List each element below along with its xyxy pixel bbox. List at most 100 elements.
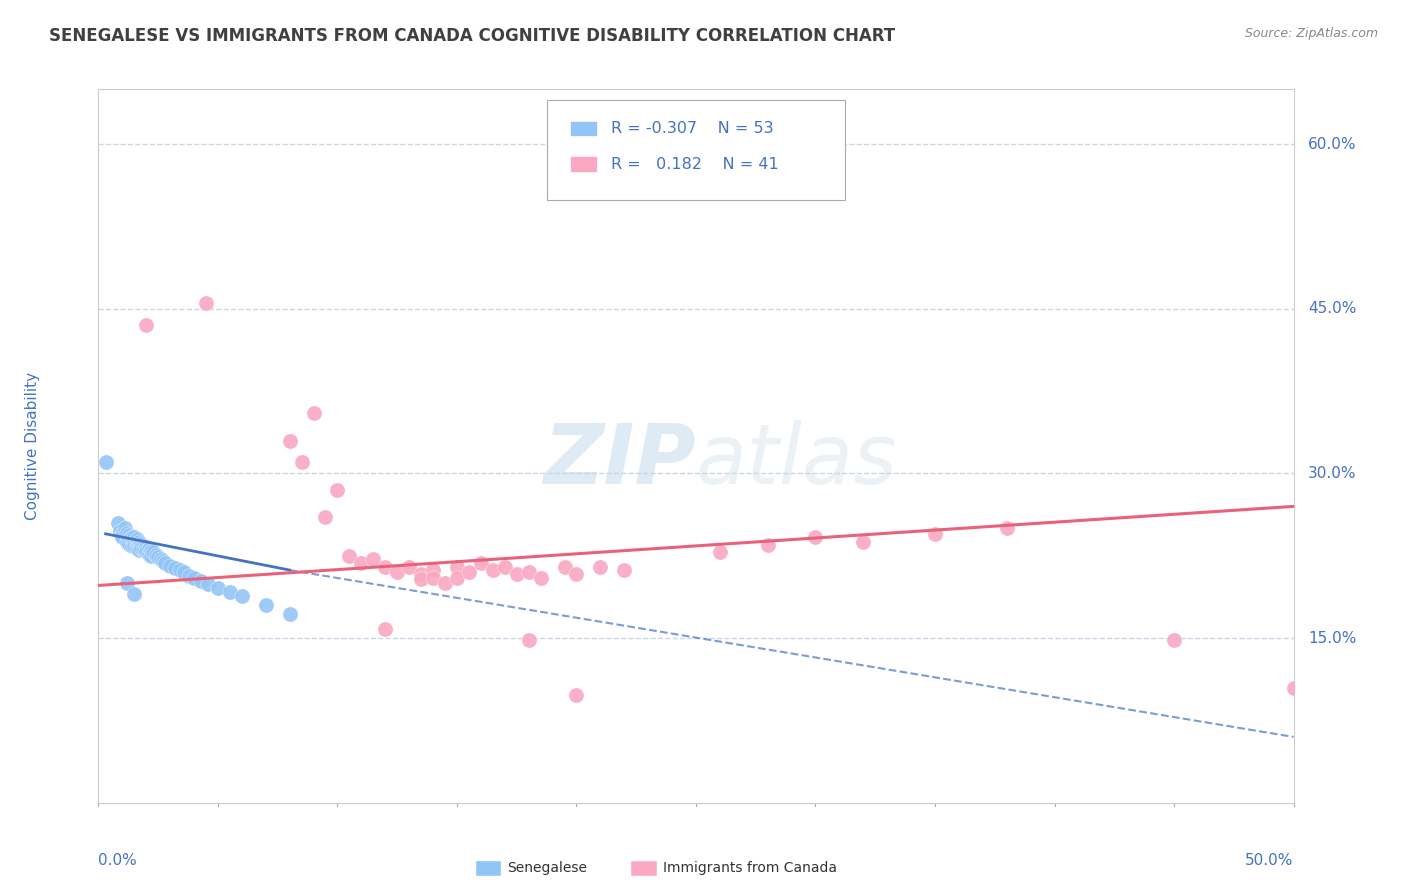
Point xyxy=(278,434,301,448)
Point xyxy=(128,543,150,558)
Text: SENEGALESE VS IMMIGRANTS FROM CANADA COGNITIVE DISABILITY CORRELATION CHART: SENEGALESE VS IMMIGRANTS FROM CANADA COG… xyxy=(49,27,896,45)
Point xyxy=(363,552,385,566)
Point xyxy=(169,563,191,577)
Point xyxy=(433,576,456,591)
Text: R = -0.307    N = 53: R = -0.307 N = 53 xyxy=(612,121,773,136)
Point xyxy=(125,533,148,547)
Point xyxy=(613,563,636,577)
Point xyxy=(135,544,157,558)
FancyBboxPatch shape xyxy=(571,120,596,136)
Point xyxy=(506,567,529,582)
Point xyxy=(290,455,312,469)
Point xyxy=(145,548,167,562)
Point xyxy=(139,544,162,558)
Point xyxy=(124,587,146,601)
Point xyxy=(481,563,505,577)
Point xyxy=(118,528,141,542)
Point xyxy=(1282,681,1305,695)
Point xyxy=(124,539,146,553)
Point xyxy=(411,567,433,582)
Point xyxy=(219,585,242,599)
Text: Cognitive Disability: Cognitive Disability xyxy=(25,372,41,520)
Point xyxy=(302,406,325,420)
Point xyxy=(108,524,131,538)
Point xyxy=(152,554,174,568)
Point xyxy=(194,296,217,310)
Point xyxy=(142,545,165,559)
Point xyxy=(446,559,468,574)
Point xyxy=(1163,633,1185,648)
Point xyxy=(111,526,134,541)
Point xyxy=(422,563,444,577)
Text: 0.0%: 0.0% xyxy=(98,853,138,868)
Text: Source: ZipAtlas.com: Source: ZipAtlas.com xyxy=(1244,27,1378,40)
Point xyxy=(446,571,468,585)
Point xyxy=(121,539,143,553)
Point xyxy=(326,483,349,497)
Point xyxy=(121,530,143,544)
Point xyxy=(121,534,143,549)
Point xyxy=(278,607,301,621)
Point xyxy=(131,541,153,555)
Point xyxy=(315,510,337,524)
Point xyxy=(135,540,157,554)
Point xyxy=(135,318,157,333)
Point xyxy=(470,557,492,571)
Point xyxy=(148,549,170,564)
Point xyxy=(374,559,396,574)
Point xyxy=(118,537,141,551)
Text: atlas: atlas xyxy=(696,420,897,500)
Point xyxy=(756,538,779,552)
FancyBboxPatch shape xyxy=(571,156,596,172)
Point xyxy=(155,557,177,571)
Point xyxy=(114,521,136,535)
Point xyxy=(163,561,186,575)
Point xyxy=(111,530,134,544)
Point xyxy=(385,566,409,580)
Point xyxy=(138,547,160,561)
Text: 50.0%: 50.0% xyxy=(1246,853,1294,868)
Point xyxy=(517,566,540,580)
Point xyxy=(132,539,155,553)
Point xyxy=(852,534,875,549)
Point xyxy=(139,549,162,563)
Text: R =   0.182    N = 41: R = 0.182 N = 41 xyxy=(612,157,779,171)
Point xyxy=(115,525,138,540)
Point xyxy=(107,516,129,530)
Point xyxy=(529,571,551,585)
Point xyxy=(125,537,148,551)
Text: 60.0%: 60.0% xyxy=(1308,136,1357,152)
Point xyxy=(337,549,360,563)
Point xyxy=(422,571,444,585)
Point xyxy=(159,558,181,573)
Text: 45.0%: 45.0% xyxy=(1308,301,1357,317)
Point xyxy=(350,557,373,571)
Point xyxy=(115,529,138,543)
Point xyxy=(118,533,141,547)
Point xyxy=(565,567,588,582)
Point xyxy=(411,572,433,586)
Point xyxy=(398,559,420,574)
FancyBboxPatch shape xyxy=(547,100,845,200)
FancyBboxPatch shape xyxy=(630,860,657,876)
Text: 15.0%: 15.0% xyxy=(1308,631,1357,646)
Point xyxy=(190,574,212,588)
Point xyxy=(149,552,172,566)
Point xyxy=(254,598,277,612)
Point xyxy=(173,566,195,580)
Point xyxy=(179,568,201,582)
Point xyxy=(517,633,540,648)
Point xyxy=(804,530,827,544)
Text: Senegalese: Senegalese xyxy=(508,861,588,875)
Point xyxy=(128,534,150,549)
Point xyxy=(124,534,146,549)
Point xyxy=(183,571,205,585)
Point xyxy=(494,559,516,574)
Point xyxy=(231,590,253,604)
Point xyxy=(589,559,612,574)
Point xyxy=(924,526,946,541)
Point xyxy=(125,541,148,555)
Point xyxy=(565,688,588,702)
Point xyxy=(197,577,219,591)
Point xyxy=(132,543,155,558)
